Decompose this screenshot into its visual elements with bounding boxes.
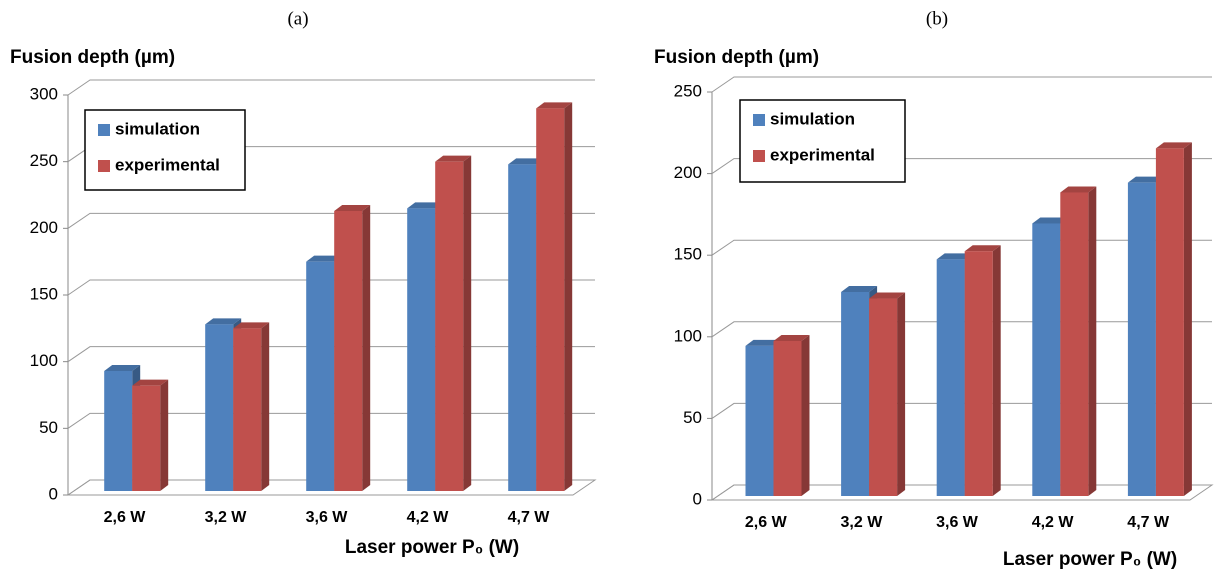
y-tick-label: 0: [49, 484, 58, 503]
bar-top: [407, 202, 444, 209]
bar-side: [897, 292, 906, 496]
bar-top: [104, 365, 141, 371]
x-tick-label: 4,7 W: [508, 509, 551, 526]
x-tick-label: 2,6 W: [745, 514, 788, 531]
bar: [1127, 182, 1156, 496]
x-axis-label: Laser power P₀ (W): [1003, 549, 1177, 570]
legend-swatch: [753, 150, 765, 162]
y-tick-label: 0: [693, 489, 702, 508]
bar-top: [205, 318, 242, 325]
bar: [1032, 223, 1061, 496]
bar-top: [508, 158, 545, 165]
bar-top: [132, 379, 169, 386]
bar-top: [964, 245, 1001, 252]
bar-side: [160, 379, 169, 491]
legend-box: [84, 109, 246, 191]
bar: [773, 340, 802, 496]
bar-side: [1183, 142, 1192, 496]
bar: [1060, 192, 1089, 496]
bar-side: [362, 205, 371, 491]
bar-top: [841, 286, 878, 292]
bar-top: [745, 339, 782, 346]
bar-side: [564, 102, 573, 491]
legend-swatch: [753, 114, 765, 126]
bar-top: [233, 322, 270, 329]
y-tick-label: 150: [674, 245, 702, 264]
y-tick-label: 250: [674, 81, 702, 100]
bar: [536, 108, 565, 491]
y-tick-label: 300: [30, 84, 58, 103]
x-tick-label: 3,6 W: [306, 509, 349, 526]
bar-side: [463, 155, 472, 491]
bar-top: [536, 102, 573, 109]
x-tick-label: 3,6 W: [936, 514, 979, 531]
bar-side: [261, 322, 270, 491]
y-tick-label: 200: [674, 163, 702, 182]
bar: [407, 208, 436, 492]
chart-title: (a): [287, 8, 308, 29]
y-tick-label: 200: [30, 218, 58, 237]
bar: [869, 298, 898, 496]
bar-top: [1155, 142, 1192, 149]
x-tick-label: 4,2 W: [407, 509, 450, 526]
bar-top: [334, 205, 371, 211]
bar-top: [435, 155, 472, 162]
y-tick-label: 50: [39, 418, 58, 437]
grid-line: [711, 158, 1212, 175]
y-tick-label: 50: [683, 408, 702, 427]
y-tick-label: 100: [674, 326, 702, 345]
y-axis-label: Fusion depth (µm): [654, 47, 819, 68]
legend-label: simulation: [115, 119, 200, 138]
bar-top: [936, 253, 973, 260]
x-tick-label: 3,2 W: [205, 509, 248, 526]
chart-title: (b): [926, 8, 948, 29]
bar-top: [1127, 176, 1164, 183]
bar-side: [992, 245, 1001, 496]
bar: [334, 211, 363, 491]
y-tick-label: 150: [30, 284, 58, 303]
bar: [964, 251, 993, 496]
x-tick-label: 3,2 W: [841, 514, 884, 531]
legend-box: [739, 99, 906, 183]
grid-line: [67, 79, 595, 96]
legend-label: simulation: [770, 109, 855, 128]
bar-side: [801, 334, 810, 496]
x-tick-label: 4,7 W: [1127, 514, 1170, 531]
bar: [841, 292, 870, 496]
y-tick-label: 250: [30, 151, 58, 170]
bar-top: [773, 334, 810, 341]
y-tick-label: 100: [30, 351, 58, 370]
bar: [1155, 148, 1184, 496]
bar: [936, 259, 965, 496]
bar-side: [1088, 186, 1097, 496]
bar-top: [306, 255, 343, 262]
legend-swatch: [98, 124, 110, 136]
bar: [104, 371, 133, 491]
x-axis-label: Laser power P₀ (W): [345, 537, 519, 558]
bar-top: [1060, 186, 1097, 193]
bar: [132, 385, 161, 491]
bar: [508, 164, 537, 492]
y-axis-label: Fusion depth (µm): [10, 47, 175, 68]
bar: [205, 324, 234, 491]
legend-label: experimental: [115, 155, 220, 174]
bar: [233, 328, 262, 491]
legend-label: experimental: [770, 145, 875, 164]
bar-top: [869, 292, 906, 299]
legend-swatch: [98, 160, 110, 172]
bar: [435, 161, 464, 491]
x-tick-label: 2,6 W: [104, 509, 147, 526]
grid-line: [711, 76, 1212, 93]
bar: [745, 345, 774, 496]
x-tick-label: 4,2 W: [1032, 514, 1075, 531]
bar: [306, 261, 335, 491]
bar-top: [1032, 217, 1069, 224]
